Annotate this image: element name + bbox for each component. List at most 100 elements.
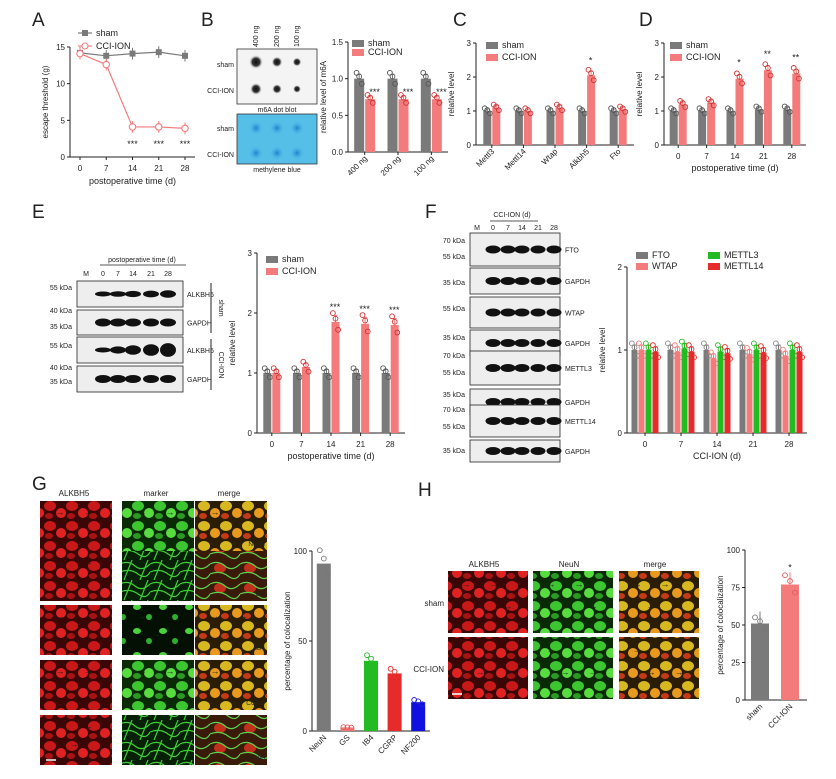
bar <box>514 111 523 145</box>
y-tick-label: 10 <box>56 80 65 89</box>
data-point <box>724 348 731 354</box>
blot-band <box>500 447 516 455</box>
y-tick-label: 2 <box>467 73 472 82</box>
blot-band <box>160 343 176 357</box>
significance: *** <box>153 139 164 149</box>
data-point <box>324 572 331 579</box>
arrow-marker: → <box>490 579 499 589</box>
micrograph-tile <box>619 637 699 699</box>
chart-h: 0 25 50 75 100 percentage of colocalization sh… <box>716 546 807 730</box>
arrow-marker: → <box>633 645 642 655</box>
bar <box>390 325 399 433</box>
chart-e: 0 1 2 3 relative level 0 7 14 21 28 postoperative … <box>228 249 405 461</box>
x-tick-label: NeuN <box>307 733 328 754</box>
arrow-marker: → <box>211 507 220 517</box>
blot-dot <box>272 84 282 94</box>
blot-band <box>514 417 530 425</box>
y-tick-label: 1 <box>467 107 472 116</box>
x-tick-label: 0 <box>643 440 648 449</box>
arrow-marker: → <box>211 666 220 676</box>
bar <box>703 350 710 433</box>
data-point <box>291 365 298 372</box>
blot-band <box>125 375 141 383</box>
x-tick-label: 28 <box>181 164 190 173</box>
arrow-marker: → <box>70 739 79 749</box>
bar <box>631 350 638 433</box>
marker-label: 55 kDa <box>50 343 72 350</box>
data-point <box>340 724 347 730</box>
x-tick-label: 7 <box>104 164 109 173</box>
bar <box>724 353 731 433</box>
bar <box>316 563 331 731</box>
western-blot-f: CCI-ION (d) M 0 7 14 21 28 FTO GAPDH WTAP GAPDH MET… <box>443 212 596 463</box>
significance: *** <box>436 87 447 97</box>
series-line <box>79 53 186 129</box>
data-point <box>622 108 629 115</box>
data-point <box>415 698 422 705</box>
marker-label: 70 kDa <box>443 407 465 414</box>
data-point <box>369 100 376 106</box>
band-label: GAPDH <box>565 449 590 456</box>
data-point <box>392 80 398 87</box>
x-tick-label: sham <box>744 702 764 722</box>
micrograph-tile <box>533 571 613 633</box>
lane-label: 0 <box>491 225 495 232</box>
blot-band <box>514 364 530 372</box>
blot-band <box>143 375 159 383</box>
row-label: CCI-ION <box>207 152 234 159</box>
data-point <box>667 344 674 351</box>
y-tick-label: 0.0 <box>332 148 344 157</box>
data-point <box>261 365 268 372</box>
lane-label: 7 <box>506 225 510 232</box>
data-point <box>796 75 802 82</box>
data-point <box>364 328 371 335</box>
legend-swatch <box>636 252 648 259</box>
y-tick-label: 2 <box>655 73 660 82</box>
data-point <box>739 80 745 87</box>
blot-band <box>95 347 111 353</box>
bar <box>707 102 716 145</box>
arrow-marker: → <box>675 667 684 677</box>
legend-label: WTAP <box>652 261 677 271</box>
micrograph-tile <box>195 660 267 710</box>
data-point <box>389 313 395 320</box>
marker-label: 35 kDa <box>443 392 465 399</box>
arrow-marker: → <box>589 601 598 611</box>
stain-dot <box>270 121 284 135</box>
data-point <box>425 80 432 87</box>
data-point <box>273 368 280 375</box>
micrograph-tile <box>195 605 267 655</box>
arrow-marker: → <box>547 645 556 655</box>
arrow-marker: → <box>575 579 584 589</box>
significance: *** <box>389 305 400 315</box>
y-tick-label: 5 <box>61 116 66 125</box>
bar <box>726 111 735 145</box>
marker-name: NeuN <box>248 541 265 548</box>
micrograph-tile <box>122 551 194 601</box>
marker-label: 55 kDa <box>443 424 465 431</box>
bar <box>789 350 796 433</box>
y-tick-label: 1 <box>655 107 660 116</box>
legend-label: CCI-ION <box>282 266 317 276</box>
data-point <box>670 107 677 113</box>
bar <box>578 111 587 145</box>
legend-swatch <box>486 42 498 49</box>
bar <box>364 660 378 731</box>
data-point <box>708 349 714 356</box>
arrow-marker: → <box>633 579 642 589</box>
legend-marker <box>81 42 89 50</box>
data-point <box>763 355 769 361</box>
bar <box>523 111 532 145</box>
data-point <box>182 52 188 59</box>
blot-band <box>485 447 501 455</box>
data-point <box>636 340 642 347</box>
data-point <box>320 555 327 562</box>
arrow-marker: → <box>462 579 471 589</box>
data-point <box>372 662 378 669</box>
data-point <box>652 346 659 353</box>
column-header: ALKBH5 <box>59 489 90 498</box>
chart-g: 0 50 100 percentage of colocalization NeuN GS… <box>283 547 430 756</box>
band-label: METTL14 <box>565 419 596 426</box>
blot-band <box>160 375 176 383</box>
data-point <box>419 701 426 708</box>
